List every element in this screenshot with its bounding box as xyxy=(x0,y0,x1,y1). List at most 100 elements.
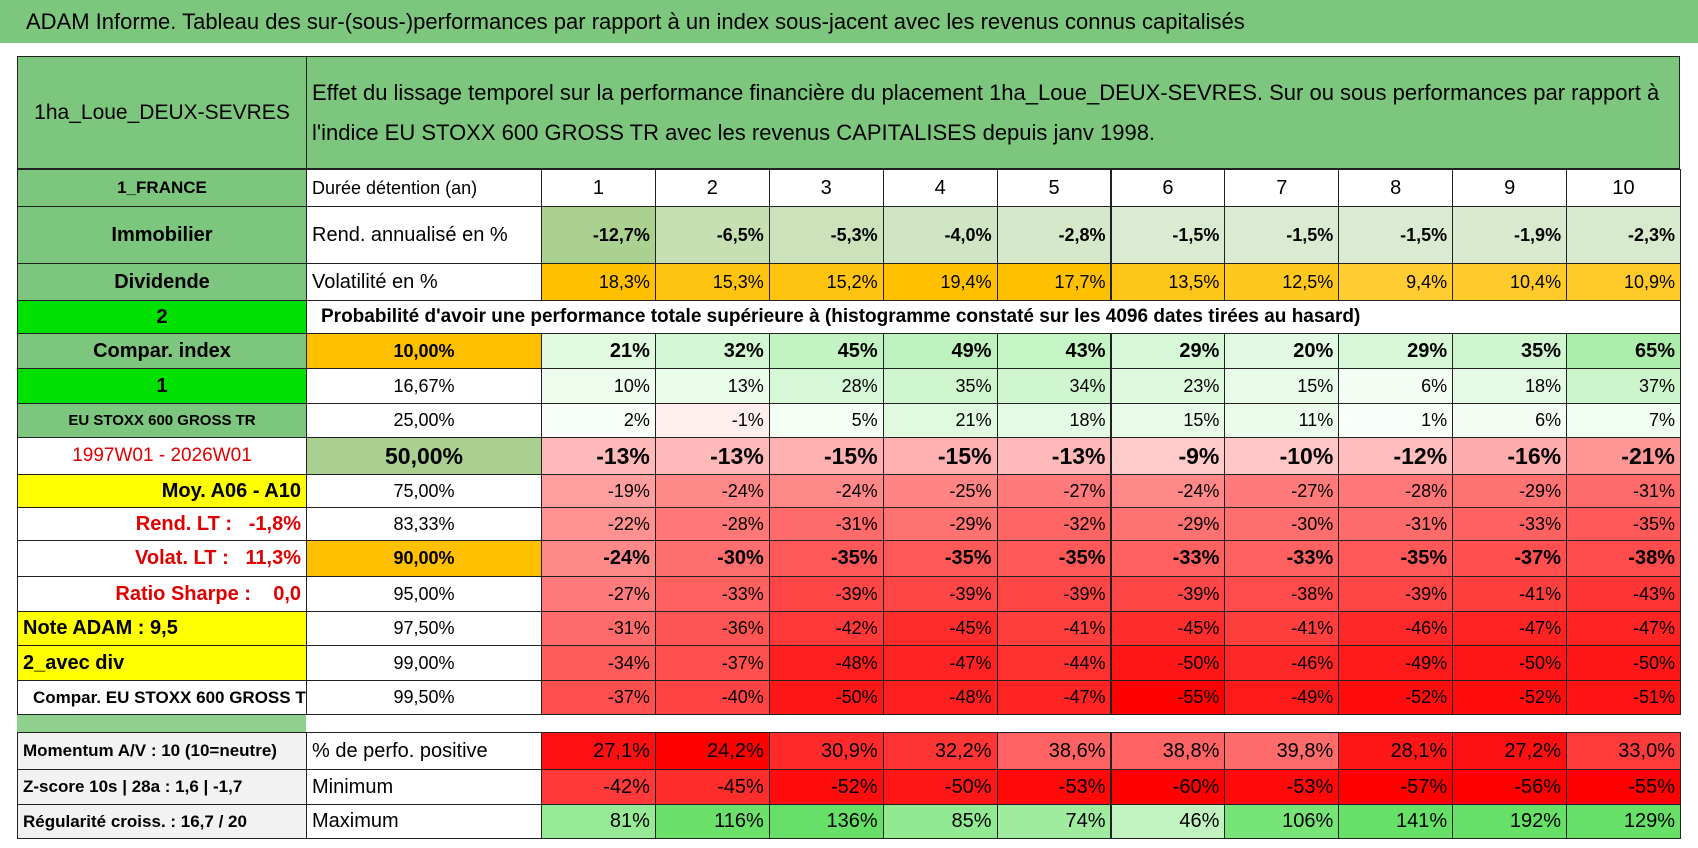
cell: -9% xyxy=(1110,437,1226,475)
cell: -28% xyxy=(1338,474,1454,508)
cell: -2,8% xyxy=(996,206,1112,264)
row-label: Maximum xyxy=(306,804,542,839)
cell: -37% xyxy=(1452,540,1568,577)
cell: -25% xyxy=(882,474,998,508)
cell: -39% xyxy=(1338,576,1454,612)
cell: -39% xyxy=(768,576,884,612)
cell: 9,4% xyxy=(1338,263,1454,301)
row-header: Note ADAM : 9,5 xyxy=(17,611,307,646)
cell: -31% xyxy=(1566,474,1681,508)
cell: 23% xyxy=(1110,368,1226,404)
cell: -42% xyxy=(768,611,884,646)
cell: -60% xyxy=(1110,769,1226,805)
cell: 33,0% xyxy=(1566,732,1681,770)
cell: -38% xyxy=(1224,576,1340,612)
cell: 9 xyxy=(1452,169,1568,207)
cell: 6% xyxy=(1338,368,1454,404)
row-label: 97,50% xyxy=(306,611,542,646)
cell: -1% xyxy=(654,403,770,438)
cell: 1 xyxy=(541,169,656,207)
cell: -35% xyxy=(1338,540,1454,577)
row-label: 10,00% xyxy=(306,333,542,369)
cell: 141% xyxy=(1338,804,1454,839)
row-header: EU STOXX 600 GROSS TR xyxy=(17,403,307,438)
cell: 116% xyxy=(654,804,770,839)
cell: -15% xyxy=(768,437,884,475)
cell: 45% xyxy=(768,333,884,369)
cell: -24% xyxy=(1110,474,1226,508)
row-label: 83,33% xyxy=(306,507,542,541)
cell: -47% xyxy=(1566,611,1681,646)
cell: -12,7% xyxy=(541,206,656,264)
cell: -27% xyxy=(1224,474,1340,508)
row-label: Rend. annualisé en % xyxy=(306,206,542,264)
cell: -33% xyxy=(1452,507,1568,541)
cell: 7 xyxy=(1224,169,1340,207)
cell: -16% xyxy=(1452,437,1568,475)
cell: -48% xyxy=(768,645,884,681)
cell: -42% xyxy=(541,769,656,805)
cell: -55% xyxy=(1566,769,1681,805)
row-header: Régularité croiss. : 16,7 / 20 xyxy=(17,804,307,839)
cell: -41% xyxy=(1452,576,1568,612)
cell: 13,5% xyxy=(1110,263,1226,301)
cell: -50% xyxy=(1452,645,1568,681)
cell: 18% xyxy=(1452,368,1568,404)
cell: 18,3% xyxy=(541,263,656,301)
cell: 7% xyxy=(1566,403,1681,438)
cell: 6% xyxy=(1452,403,1568,438)
cell: 6 xyxy=(1110,169,1226,207)
cell: 4 xyxy=(882,169,998,207)
cell: 28,1% xyxy=(1338,732,1454,770)
cell: -6,5% xyxy=(654,206,770,264)
cell: 2% xyxy=(541,403,656,438)
row-header: 1_FRANCE xyxy=(17,169,307,207)
cell: 38,8% xyxy=(1110,732,1226,770)
cell: 21% xyxy=(541,333,656,369)
row-label: % de perfo. positive xyxy=(306,732,542,770)
cell: 1% xyxy=(1338,403,1454,438)
cell: 85% xyxy=(882,804,998,839)
cell: -30% xyxy=(654,540,770,577)
asset-name: 1ha_Loue_DEUX-SEVRES xyxy=(17,56,307,169)
cell: -35% xyxy=(996,540,1112,577)
cell: -33% xyxy=(654,576,770,612)
cell: 12,5% xyxy=(1224,263,1340,301)
cell: -36% xyxy=(654,611,770,646)
cell: 15% xyxy=(1110,403,1226,438)
cell: -33% xyxy=(1110,540,1226,577)
row-label: 99,00% xyxy=(306,645,542,681)
row-header: Momentum A/V : 10 (10=neutre) xyxy=(17,732,307,770)
cell: 39,8% xyxy=(1224,732,1340,770)
cell: 29% xyxy=(1110,333,1226,369)
cell: 43% xyxy=(996,333,1112,369)
cell: 15% xyxy=(1224,368,1340,404)
row-label: 75,00% xyxy=(306,474,542,508)
cell: -15% xyxy=(882,437,998,475)
cell: -47% xyxy=(882,645,998,681)
cell: 8 xyxy=(1338,169,1454,207)
cell: -45% xyxy=(1110,611,1226,646)
cell: -44% xyxy=(996,645,1112,681)
cell: -48% xyxy=(882,680,998,715)
cell: -37% xyxy=(541,680,656,715)
row-header: Immobilier xyxy=(17,206,307,264)
cell: 65% xyxy=(1566,333,1681,369)
cell: 15,2% xyxy=(768,263,884,301)
cell: -45% xyxy=(882,611,998,646)
row-label: 99,50% xyxy=(306,680,542,715)
cell: 24,2% xyxy=(654,732,770,770)
cell: -49% xyxy=(1224,680,1340,715)
cell: -31% xyxy=(768,507,884,541)
cell: -22% xyxy=(541,507,656,541)
cell: 13% xyxy=(654,368,770,404)
cell: -56% xyxy=(1452,769,1568,805)
row-header: Rend. LT : -1,8% xyxy=(17,507,307,541)
cell: 28% xyxy=(768,368,884,404)
cell: -52% xyxy=(1452,680,1568,715)
cell: -50% xyxy=(768,680,884,715)
row-header: 2_avec div xyxy=(17,645,307,681)
cell: -28% xyxy=(654,507,770,541)
cell: -41% xyxy=(996,611,1112,646)
cell: 35% xyxy=(882,368,998,404)
